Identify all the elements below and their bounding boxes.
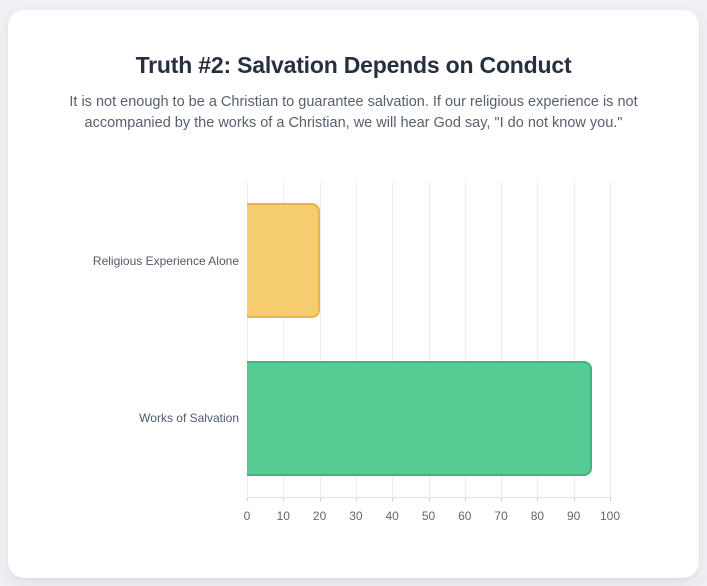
bar-chart: Religious Experience Alone Works of Salva…: [8, 182, 699, 542]
page-title: Truth #2: Salvation Depends on Conduct: [135, 52, 572, 78]
x-tick-label: 30: [349, 509, 363, 523]
gridline: [355, 182, 357, 497]
x-tick-label: 70: [494, 509, 508, 523]
gridline: [464, 182, 466, 497]
page-subtitle: It is not enough to be a Christian to gu…: [69, 94, 638, 131]
axis-tick: [537, 497, 539, 501]
x-tick-label: 20: [312, 509, 327, 523]
x-tick-label: 50: [421, 509, 436, 523]
category-label: Works of Salvation: [139, 411, 239, 426]
axis-tick: [573, 497, 575, 501]
chart-value-axis: 0 10 20 30 40 50 60 70 80 90 100: [243, 509, 620, 525]
chart-category-axis: Religious Experience Alone Works of Salva…: [8, 182, 239, 497]
gridline: [537, 182, 539, 497]
axis-tick: [464, 497, 466, 501]
x-axis-line: [247, 497, 610, 498]
x-tick-label: 60: [458, 509, 472, 523]
axis-tick: [501, 497, 503, 501]
gridline: [610, 182, 611, 497]
bar-1[interactable]: [247, 360, 592, 476]
chart-card: Truth #2: Salvation Depends on Conduct I…: [8, 10, 699, 578]
chart-plot-area: [247, 182, 611, 501]
axis-tick: [355, 497, 357, 501]
gridline: [573, 182, 575, 497]
axis-tick: [610, 497, 611, 501]
gridline: [501, 182, 503, 497]
x-tick-label: 40: [385, 509, 399, 523]
bar-0[interactable]: [247, 203, 320, 319]
gridline: [428, 182, 430, 497]
gridline: [319, 182, 321, 497]
axis-tick: [428, 497, 430, 501]
gridline: [283, 182, 285, 497]
axis-tick: [319, 497, 321, 501]
category-label: Religious Experience Alone: [92, 253, 239, 268]
axis-tick: [247, 497, 248, 501]
x-tick-label: 80: [530, 509, 545, 523]
gridline: [392, 182, 394, 497]
x-tick-label: 100: [599, 509, 621, 523]
gridline: [247, 182, 248, 497]
axis-tick: [283, 497, 285, 501]
x-tick-label: 10: [276, 509, 290, 523]
x-tick-label: 0: [243, 509, 251, 523]
axis-tick: [392, 497, 394, 501]
x-tick-label: 90: [567, 509, 581, 523]
